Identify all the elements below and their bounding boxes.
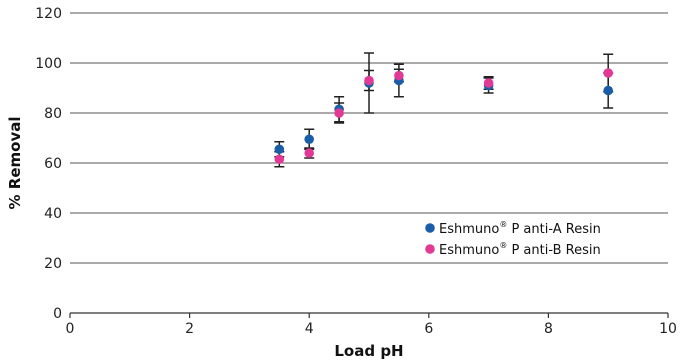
data-point-series-b xyxy=(334,108,344,118)
y-tick-label: 0 xyxy=(53,306,62,322)
data-point-series-b xyxy=(304,148,315,158)
x-tick-labels: 0 2 4 6 8 10 xyxy=(66,321,677,337)
y-tick-label: 100 xyxy=(35,56,62,72)
x-tick-label: 2 xyxy=(185,321,194,337)
x-tick-label: 0 xyxy=(66,321,75,337)
data-point-series-a xyxy=(274,144,285,155)
legend-marker xyxy=(425,244,435,254)
y-tick-labels: 0 20 40 60 80 100 120 xyxy=(35,6,62,322)
legend-marker xyxy=(425,223,435,233)
legend-label: Eshmuno® P anti-B Resin xyxy=(439,241,601,258)
x-tick-label: 10 xyxy=(659,321,677,337)
data-point-series-b xyxy=(483,78,494,88)
x-tick-label: 4 xyxy=(305,321,314,337)
y-tick-label: 40 xyxy=(44,206,62,222)
y-axis-title: % Removal xyxy=(6,117,24,210)
data-point-series-a xyxy=(304,134,315,145)
y-tick-label: 20 xyxy=(44,256,62,272)
data-points xyxy=(274,68,613,165)
x-axis-title: Load pH xyxy=(334,342,403,360)
data-point-series-b xyxy=(364,75,374,86)
legend: Eshmuno® P anti-A Resin Eshmuno® P anti-B… xyxy=(425,220,601,258)
data-point-series-b xyxy=(274,154,285,165)
legend-label: Eshmuno® P anti-A Resin xyxy=(439,220,601,237)
y-tick-label: 80 xyxy=(44,106,62,122)
y-tick-label: 60 xyxy=(44,156,62,172)
data-point-series-a xyxy=(603,85,613,96)
data-point-series-b xyxy=(603,68,613,78)
axes xyxy=(69,312,669,318)
data-point-series-b xyxy=(394,70,404,81)
y-tick-label: 120 xyxy=(35,6,62,22)
x-tick-label: 8 xyxy=(544,321,553,337)
error-bars xyxy=(274,52,614,168)
x-tick-label: 6 xyxy=(424,321,433,337)
